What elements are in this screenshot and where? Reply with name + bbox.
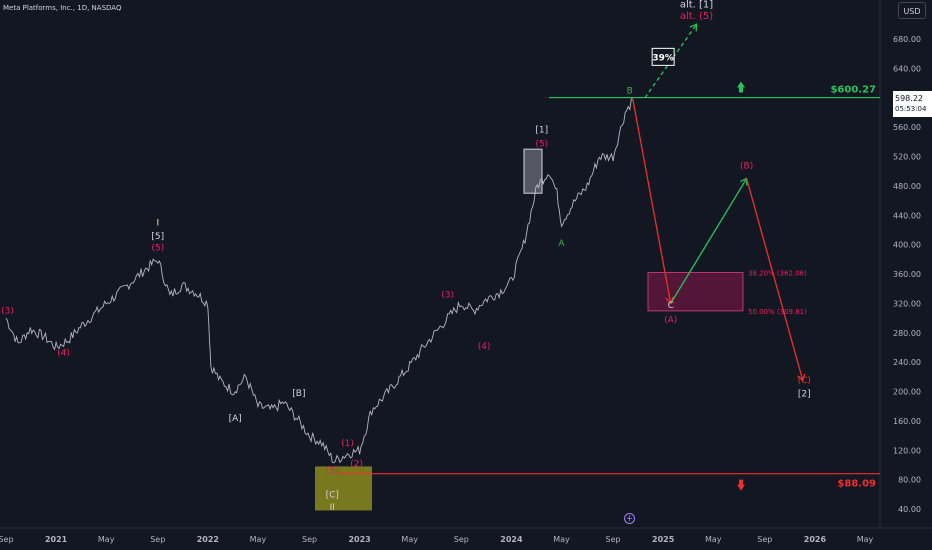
y-tick-label: 320.00 <box>893 299 921 308</box>
wave-label: [2] <box>798 390 811 400</box>
projection-line <box>632 99 672 304</box>
level-label: $600.27 <box>830 85 876 96</box>
wave-label: (2) <box>350 459 363 469</box>
y-tick-label: 400.00 <box>893 241 921 250</box>
chart-title: Meta Platforms, Inc., 1D, NASDAQ <box>3 4 122 12</box>
wave-label: (5) <box>535 139 548 149</box>
wave-label: (3) <box>441 291 454 301</box>
wave-label: B <box>627 86 633 96</box>
wave-label: (4) <box>57 349 70 359</box>
x-tick-label: 2025 <box>652 535 675 544</box>
wave-label: (1) <box>341 439 354 449</box>
x-tick-label: May <box>553 535 570 544</box>
last-price-tag: 598.22 05:53:04 <box>893 91 932 117</box>
x-tick-label: May <box>857 535 874 544</box>
wave-label: C <box>668 301 674 311</box>
y-tick-label: 160.00 <box>893 417 921 426</box>
percent-label: 39% <box>652 53 674 63</box>
wave-label: [5] <box>151 232 164 242</box>
y-tick-label: 280.00 <box>893 329 921 338</box>
wave-label: alt. (5) <box>680 11 713 22</box>
x-tick-label: May <box>250 535 267 544</box>
wave-label: A <box>558 239 565 249</box>
wave-label: (A) <box>664 316 677 326</box>
wave-label: [A] <box>229 414 242 424</box>
x-tick-label: 2026 <box>804 535 827 544</box>
x-tick-label: Sep <box>606 535 621 544</box>
wave-label: I <box>156 219 159 229</box>
projection-arrowhead <box>665 296 674 305</box>
wave-label: II <box>330 503 335 513</box>
x-tick-label: May <box>98 535 115 544</box>
y-tick-label: 480.00 <box>893 182 921 191</box>
y-tick-label: 680.00 <box>893 35 921 44</box>
fib-label-bottom: 50.00% (309.81) <box>748 308 807 316</box>
y-tick-label: 640.00 <box>893 64 921 73</box>
up-arrow-icon <box>737 81 745 93</box>
x-tick-label: May <box>401 535 418 544</box>
projection-line <box>745 178 804 381</box>
x-tick-label: 2022 <box>197 535 219 544</box>
currency-selector[interactable]: USD <box>898 2 926 19</box>
projection-arrowhead <box>740 177 748 186</box>
wave-label: [C] <box>326 490 339 500</box>
wave-box <box>523 148 543 194</box>
wave-label: (5) <box>151 244 164 254</box>
add-event-icon[interactable]: + <box>624 513 635 524</box>
y-tick-label: 240.00 <box>893 358 921 367</box>
y-tick-label: 560.00 <box>893 123 921 132</box>
wave-label: [1] <box>535 125 548 135</box>
wave-label: (4) <box>478 342 491 352</box>
projection-arrowhead <box>797 373 806 382</box>
projection-line <box>670 178 748 304</box>
bar-countdown: 05:53:04 <box>895 105 927 113</box>
y-tick-label: 80.00 <box>898 476 921 485</box>
y-tick-label: 440.00 <box>893 211 921 220</box>
x-tick-label: Sep <box>454 535 469 544</box>
percent-box <box>651 47 675 66</box>
y-tick-label: 520.00 <box>893 153 921 162</box>
y-tick-label: 200.00 <box>893 388 921 397</box>
x-tick-label: May <box>705 535 722 544</box>
y-tick-label: 40.00 <box>898 505 921 514</box>
wave-label: (3) <box>1 307 14 317</box>
projection-arrowhead <box>689 23 698 32</box>
x-tick-label: 2021 <box>45 535 68 544</box>
wave-label: [B] <box>292 389 305 399</box>
x-tick-label: Sep <box>150 535 165 544</box>
x-tick-label: 2023 <box>348 535 370 544</box>
y-tick-label: 360.00 <box>893 270 921 279</box>
y-tick-label: 120.00 <box>893 446 921 455</box>
wave-label: alt. [1] <box>680 0 713 10</box>
wave-label: (C) <box>798 376 811 386</box>
wave-label: (B) <box>740 161 753 171</box>
x-tick-label: Sep <box>302 535 317 544</box>
down-arrow-icon <box>737 479 745 491</box>
wave-label: (5) <box>326 466 339 476</box>
last-price-value: 598.22 <box>895 94 923 103</box>
x-tick-label: Sep <box>757 535 772 544</box>
level-label: $88.09 <box>837 479 876 490</box>
x-tick-label: 2024 <box>500 535 523 544</box>
x-tick-label: Sep <box>0 535 14 544</box>
bottom-zone <box>315 466 372 511</box>
retracement-zone <box>647 271 744 312</box>
fib-label-top: 38.20% (362.06) <box>748 269 807 277</box>
price-series <box>5 98 633 464</box>
